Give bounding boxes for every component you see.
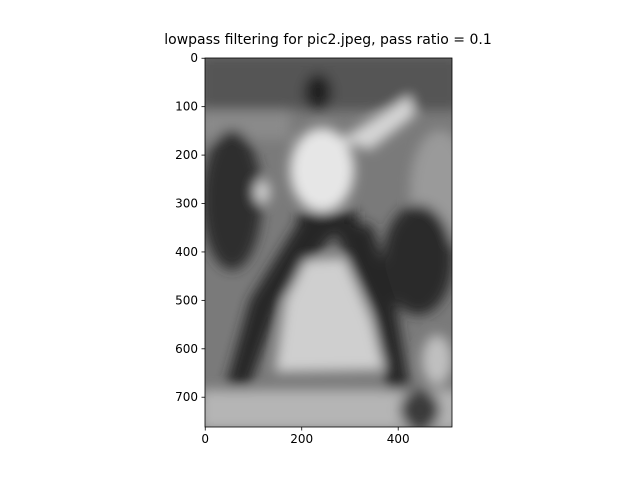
- y-tick-label: 600: [175, 342, 198, 356]
- chart-title: lowpass filtering for pic2.jpeg, pass ra…: [164, 32, 491, 48]
- y-tick-label: 0: [190, 51, 198, 65]
- y-tick-label: 700: [175, 390, 198, 404]
- axes-frame: [204, 57, 453, 428]
- image: [205, 58, 452, 427]
- x-tick-label: 200: [290, 432, 313, 446]
- y-tick-label: 400: [175, 245, 198, 259]
- x-tick-label: 400: [387, 432, 410, 446]
- y-tick-label: 300: [175, 197, 198, 211]
- y-tick-label: 200: [175, 148, 198, 162]
- y-tick-label: 500: [175, 293, 198, 307]
- y-tick-label: 100: [175, 100, 198, 114]
- x-tick-label: 0: [201, 432, 209, 446]
